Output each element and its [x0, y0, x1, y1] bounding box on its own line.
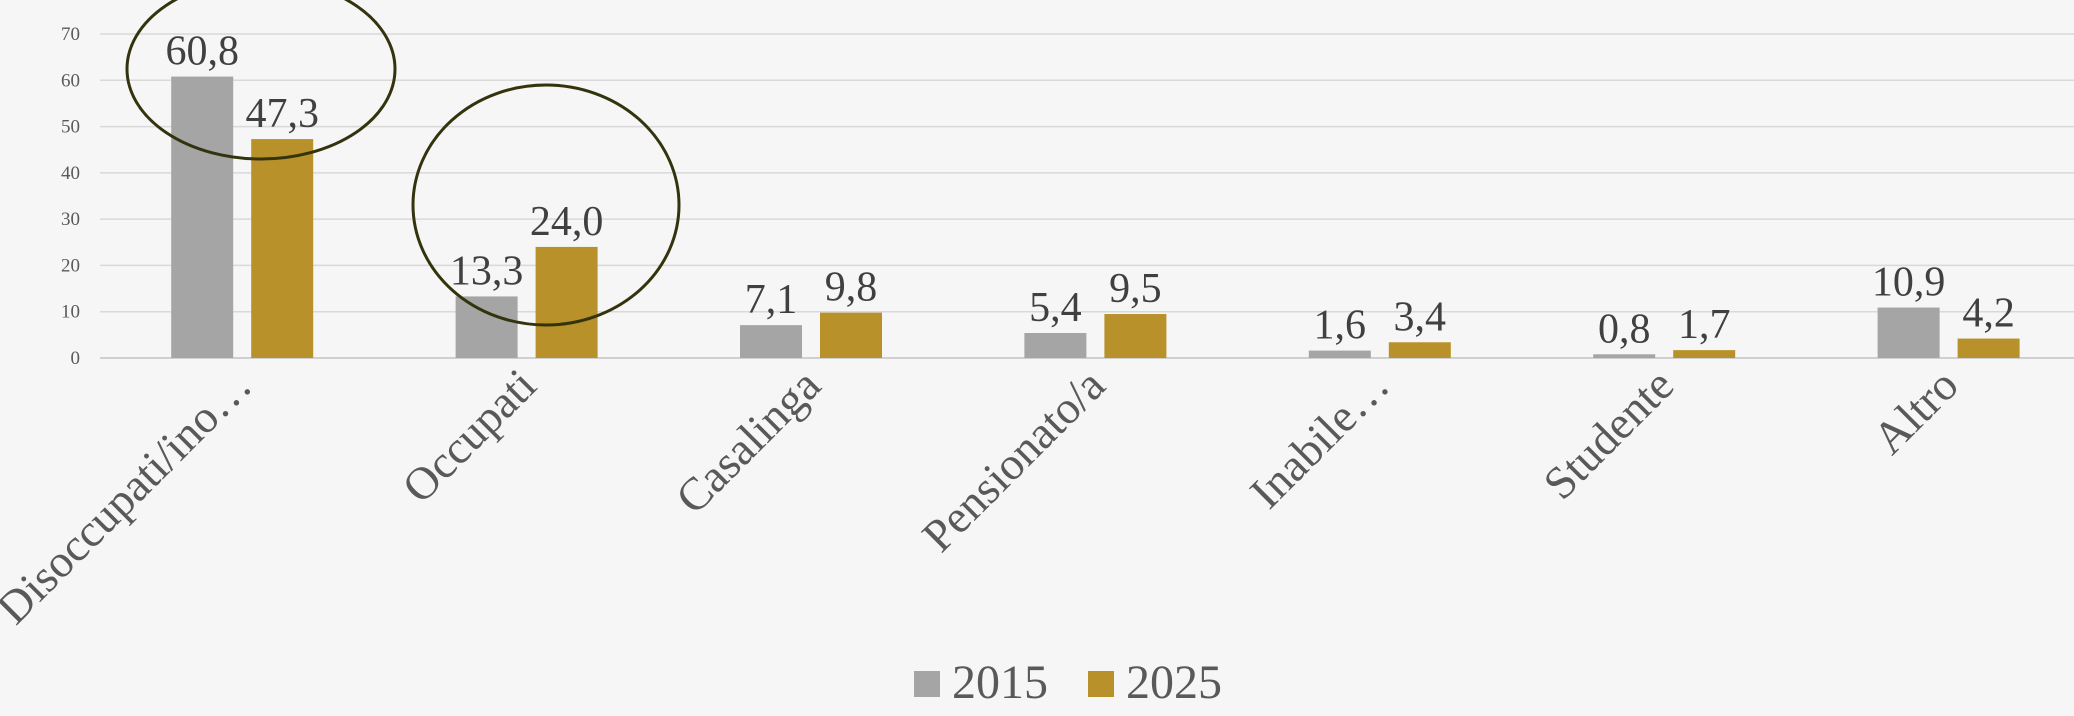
data-label: 7,1: [745, 277, 798, 323]
x-tick-label: Casalinga: [666, 359, 830, 523]
legend-swatch: [914, 671, 940, 697]
y-tick-label: 0: [71, 348, 81, 369]
bar: [820, 312, 882, 358]
bar: [1877, 307, 1940, 358]
data-label: 1,6: [1314, 303, 1367, 349]
y-tick-label: 70: [61, 24, 80, 45]
data-label: 10,9: [1872, 260, 1946, 306]
x-tick-label: Pensionato/a: [912, 359, 1114, 561]
data-label: 3,4: [1394, 294, 1447, 340]
bar: [1024, 333, 1087, 358]
x-tick-label: Occupati: [392, 359, 545, 512]
legend-label: 2025: [1126, 656, 1222, 709]
plot-area: 0 10 20 30 40 50 60 70 Disoccupati/ino… 60,847,3 O…: [0, 24, 2074, 709]
bar: [1308, 350, 1371, 358]
bar: [1957, 338, 2020, 358]
highlight-circle: [125, 0, 397, 161]
data-label: 9,5: [1109, 266, 1162, 312]
data-label: 24,0: [530, 199, 604, 245]
legend-swatch: [1088, 671, 1114, 697]
bar: [171, 76, 234, 358]
y-tick-label: 60: [61, 70, 80, 91]
y-tick-label: 40: [61, 163, 80, 184]
highlight-circle: [411, 83, 681, 327]
bar: [251, 139, 314, 358]
bar: [535, 246, 598, 358]
x-tick-label: Disoccupati/ino…: [0, 359, 261, 634]
data-label: 0,8: [1598, 306, 1651, 352]
bar: [1673, 350, 1736, 358]
data-label: 13,3: [450, 248, 524, 294]
y-tick-label: 10: [61, 302, 80, 323]
data-label: 4,2: [1962, 291, 2015, 337]
bar: [740, 325, 802, 358]
bar: [1593, 354, 1656, 358]
x-tick-label: Altro: [1863, 359, 1968, 464]
y-tick-label: 20: [61, 255, 80, 276]
data-label: 5,4: [1029, 285, 1082, 331]
legend-label: 2015: [952, 656, 1048, 709]
data-label: 60,8: [165, 29, 239, 75]
bar: [1388, 342, 1451, 358]
data-label: 1,7: [1678, 302, 1731, 348]
y-tick-label: 50: [61, 117, 80, 138]
data-label: 9,8: [825, 265, 878, 311]
x-tick-label: Studente: [1533, 359, 1683, 509]
y-tick-label: 30: [61, 209, 80, 230]
bar: [1104, 314, 1167, 358]
data-label: 47,3: [245, 91, 319, 137]
x-tick-label: Inabile…: [1240, 359, 1399, 518]
bar: [455, 296, 518, 358]
